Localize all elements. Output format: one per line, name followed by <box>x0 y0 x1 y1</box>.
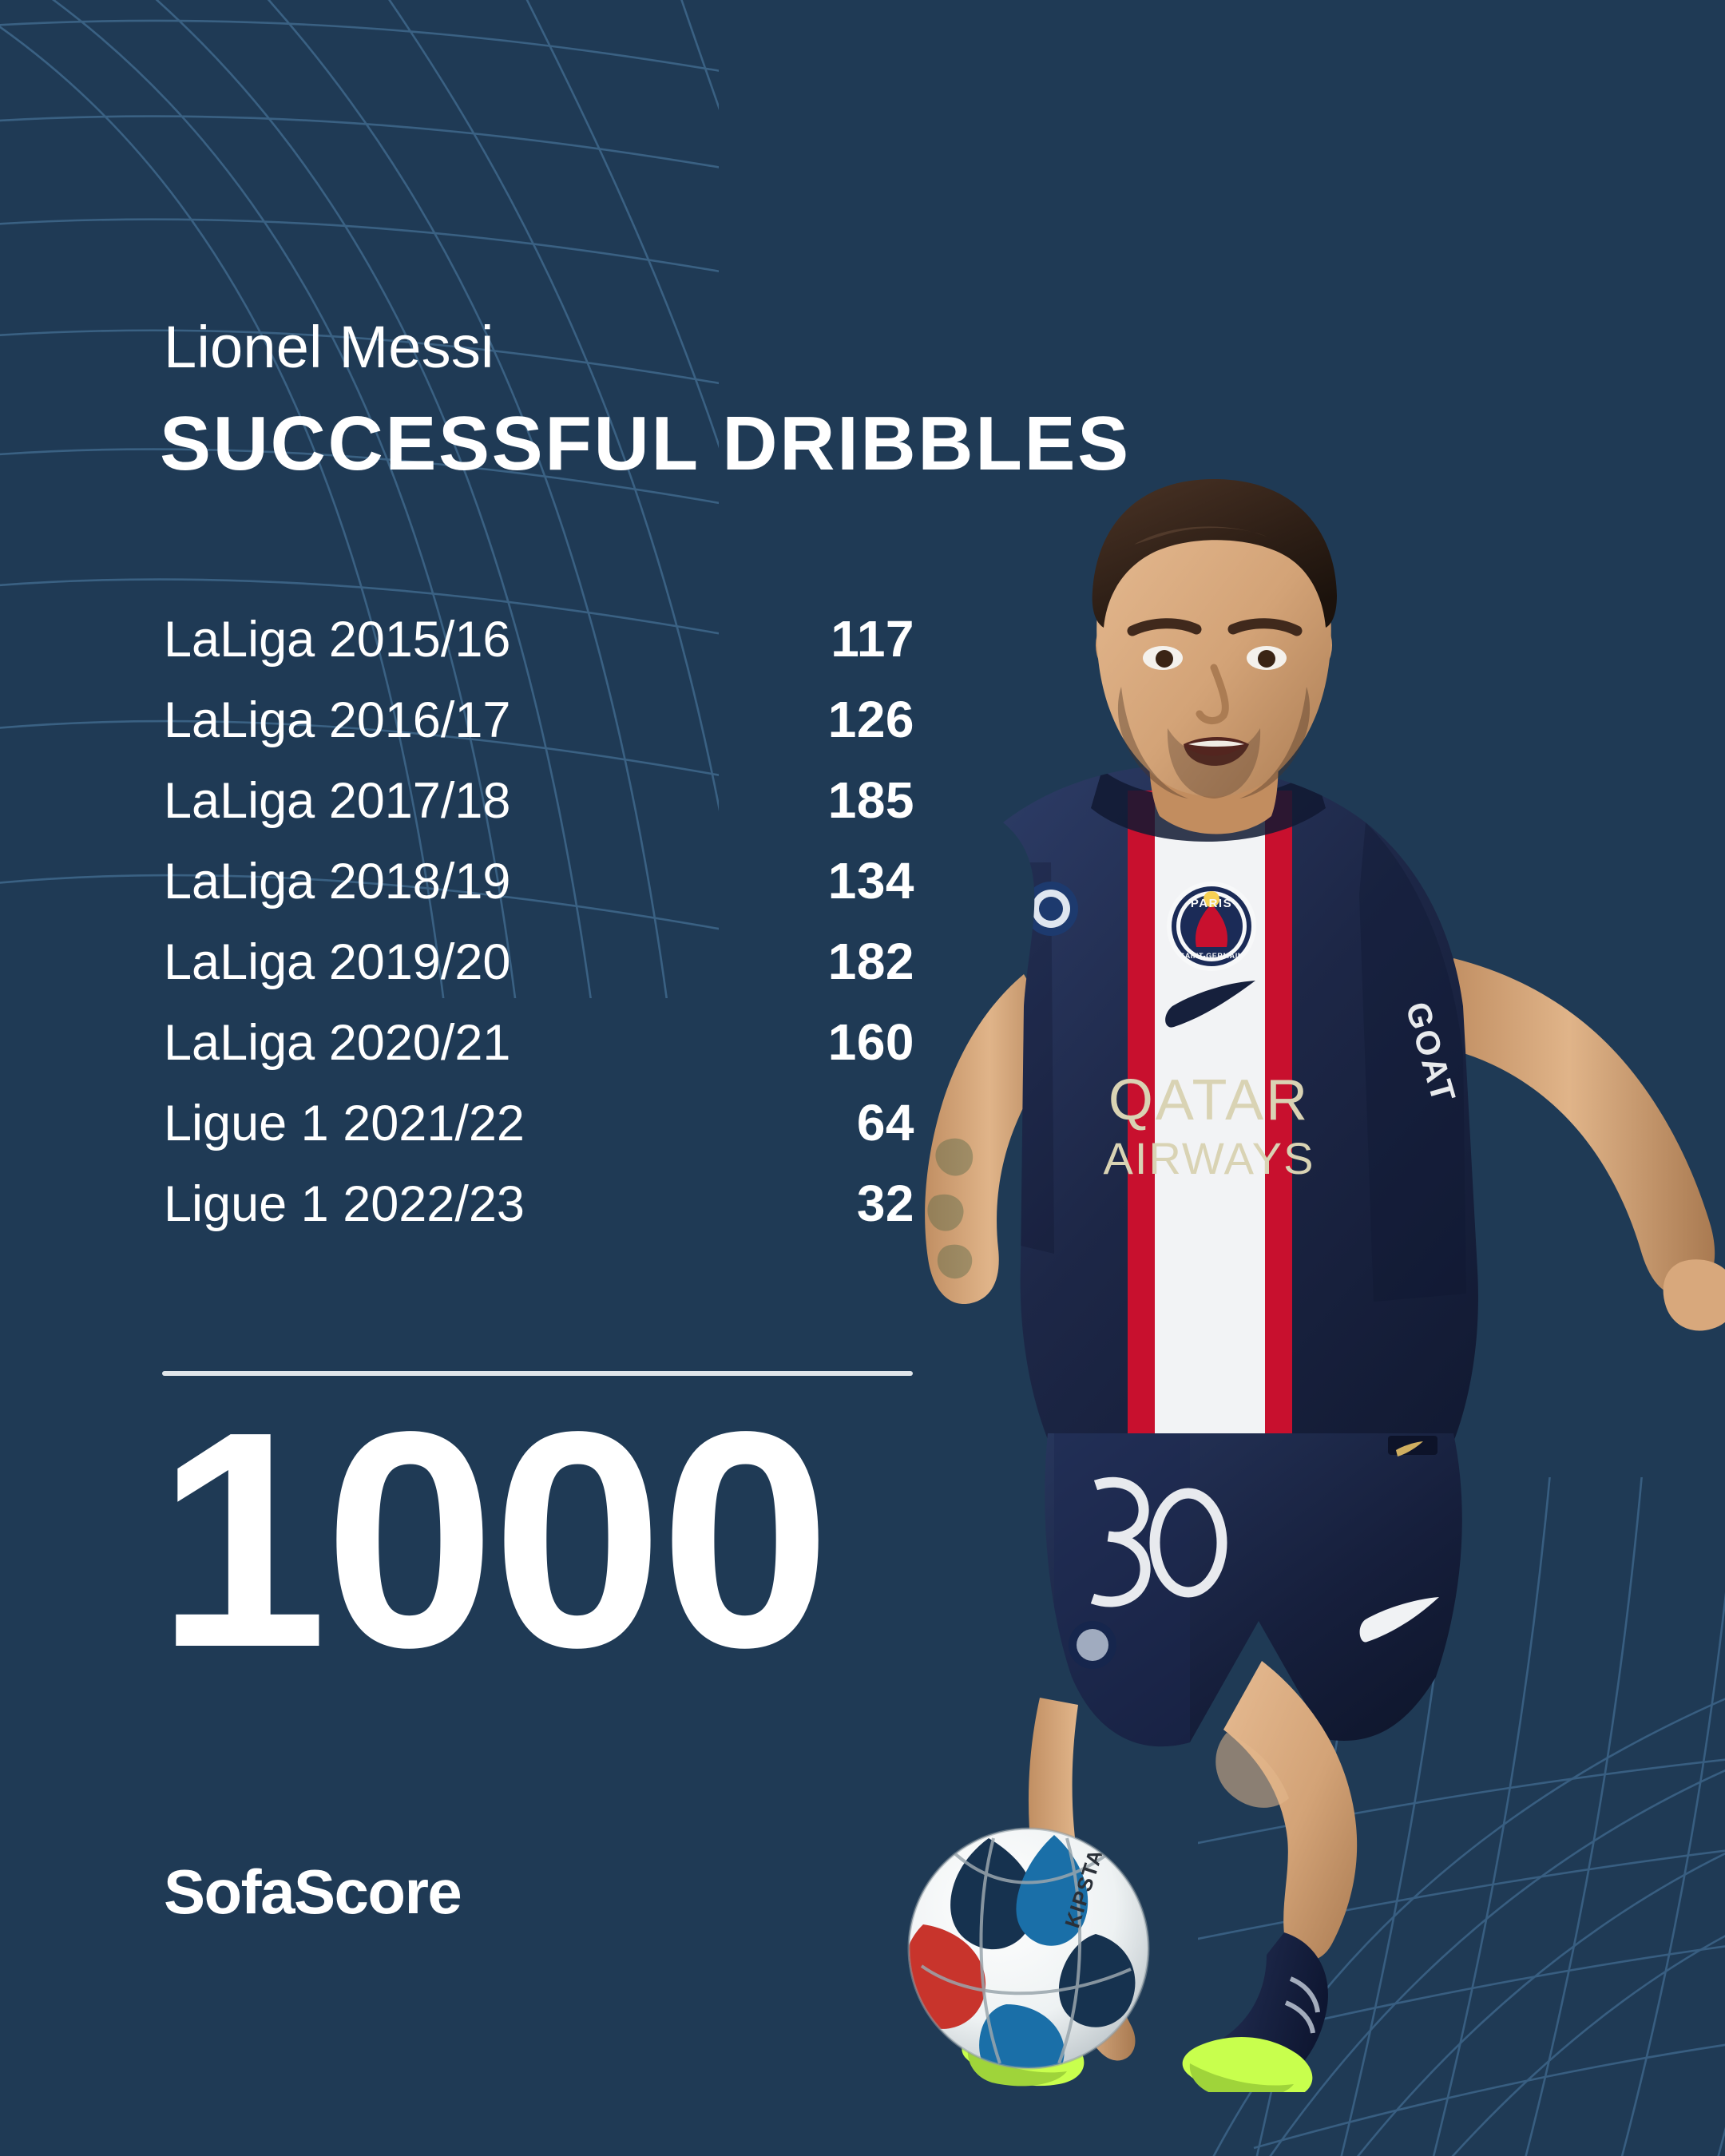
sofascore-logo: SofaScore <box>164 1857 462 1927</box>
stats-table: LaLiga 2015/16 117 LaLiga 2016/17 126 La… <box>164 613 914 1258</box>
player-name-kicker: Lionel Messi <box>164 314 494 380</box>
stat-value: 134 <box>827 852 914 910</box>
stat-label: LaLiga 2017/18 <box>164 773 511 829</box>
stat-label: LaLiga 2018/19 <box>164 854 511 910</box>
player-right-arm <box>1450 958 1725 1331</box>
svg-text:AIRWAYS: AIRWAYS <box>1103 1133 1315 1183</box>
club-crest: PARIS SAINT-GERMAIN <box>1167 882 1256 971</box>
player-shirt: PARIS SAINT-GERMAIN QATAR AIRWAYS GOAT <box>1003 765 1478 1455</box>
stat-value: 32 <box>856 1175 914 1232</box>
stat-value: 160 <box>827 1013 914 1071</box>
stat-value: 117 <box>831 610 914 668</box>
table-row: LaLiga 2016/17 126 <box>164 694 914 775</box>
player-legs <box>1000 1661 1358 2089</box>
stat-value: 182 <box>827 933 914 990</box>
svg-text:SAINT-GERMAIN: SAINT-GERMAIN <box>1180 952 1243 960</box>
table-row: LaLiga 2017/18 185 <box>164 775 914 855</box>
total-value: 1000 <box>157 1367 831 1711</box>
total-divider <box>162 1371 913 1376</box>
svg-text:PARIS: PARIS <box>1191 897 1232 910</box>
stat-value: 64 <box>856 1094 914 1151</box>
player-shorts <box>1045 1433 1462 1747</box>
svg-text:KIPSTA: KIPSTA <box>1060 1845 1108 1931</box>
stat-label: Ligue 1 2021/22 <box>164 1096 525 1151</box>
table-row: LaLiga 2019/20 182 <box>164 936 914 1017</box>
content-column: Lionel Messi SUCCESSFUL DRIBBLES LaLiga … <box>157 314 1128 1927</box>
page-title: SUCCESSFUL DRIBBLES <box>160 401 1131 486</box>
svg-text:GOAT: GOAT <box>1398 998 1463 1108</box>
stat-label: LaLiga 2020/21 <box>164 1015 511 1071</box>
stat-value: 126 <box>827 691 914 748</box>
table-row: Ligue 1 2021/22 64 <box>164 1097 914 1178</box>
player-head <box>1092 479 1337 834</box>
stat-label: Ligue 1 2022/23 <box>164 1176 525 1232</box>
stat-value: 185 <box>827 771 914 829</box>
player-boots <box>962 2021 1313 2092</box>
table-row: LaLiga 2020/21 160 <box>164 1017 914 1097</box>
stat-label: LaLiga 2015/16 <box>164 612 511 668</box>
table-row: LaLiga 2015/16 117 <box>164 613 914 694</box>
league-patch <box>1024 882 1078 936</box>
svg-text:QATAR: QATAR <box>1108 1068 1310 1132</box>
stat-label: LaLiga 2019/20 <box>164 934 511 990</box>
flag-patch <box>1468 965 1478 1000</box>
player-left-arm <box>925 957 1152 1305</box>
table-row: Ligue 1 2022/23 32 <box>164 1178 914 1258</box>
table-row: LaLiga 2018/19 134 <box>164 855 914 936</box>
stat-label: LaLiga 2016/17 <box>164 692 511 748</box>
